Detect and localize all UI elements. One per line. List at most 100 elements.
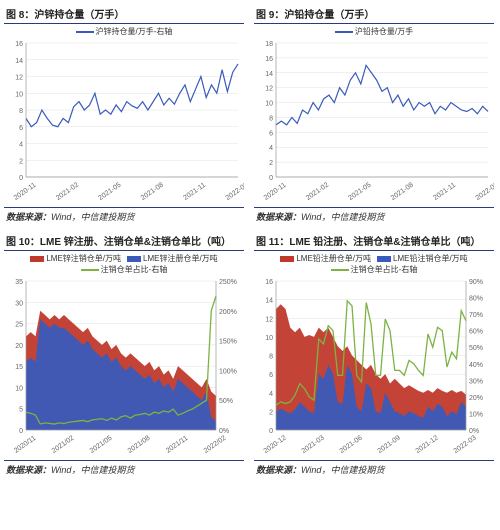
svg-text:2: 2: [269, 410, 273, 417]
svg-text:16: 16: [265, 279, 273, 286]
chart10-title: 图 10：LME 锌注册、注销仓单&注销仓单比（吨）: [4, 231, 244, 251]
panel-chart10: 图 10：LME 锌注册、注销仓单&注销仓单比（吨） LME锌注销仓单/万吨LM…: [4, 231, 244, 482]
svg-text:2021-11: 2021-11: [182, 182, 207, 202]
svg-text:250%: 250%: [219, 279, 237, 286]
svg-text:90%: 90%: [469, 279, 483, 286]
legend-item: 注销仓单占比-右轴: [81, 265, 168, 275]
svg-text:30: 30: [15, 300, 23, 307]
chart9-legend: 沪铅持仓量/万手: [254, 24, 494, 37]
svg-text:2022/02: 2022/02: [203, 435, 228, 455]
legend-label: LME锌注销仓单/万吨: [46, 254, 121, 263]
svg-text:2021-02: 2021-02: [55, 182, 80, 203]
svg-text:4: 4: [19, 142, 23, 149]
chart9-legend-swatch: [335, 31, 353, 33]
svg-text:4: 4: [269, 146, 273, 153]
svg-text:8: 8: [269, 116, 273, 123]
chart8-legend-swatch: [76, 31, 94, 33]
svg-text:50%: 50%: [219, 398, 233, 405]
panel-chart9: 图 9：沪铅持仓量（万手） 沪铅持仓量/万手 02468101214161820…: [254, 4, 494, 229]
legend-swatch: [280, 256, 294, 262]
legend-item: LME锌注册仓单/万吨: [127, 254, 218, 264]
chart8-legend: 沪锌持仓量/万手-右轴: [4, 24, 244, 37]
svg-text:5: 5: [19, 407, 23, 414]
svg-text:20%: 20%: [469, 395, 483, 402]
svg-text:2022-02: 2022-02: [225, 182, 244, 203]
svg-text:0: 0: [269, 428, 273, 435]
chart10-plot: 051015202530350%50%100%150%200%250%2020/…: [4, 275, 244, 460]
legend-swatch: [30, 256, 44, 262]
svg-text:12: 12: [265, 316, 273, 323]
panel-chart11: 图 11：LME 铅注册、注销仓单&注销仓单比（吨） LME铅注册仓单/万吨LM…: [254, 231, 494, 482]
svg-text:14: 14: [265, 71, 273, 78]
svg-text:30%: 30%: [469, 379, 483, 386]
svg-text:2021-08: 2021-08: [390, 182, 415, 203]
svg-text:6: 6: [269, 372, 273, 379]
svg-text:50%: 50%: [469, 345, 483, 352]
chart10-legend: LME锌注销仓单/万吨 LME锌注册仓单/万吨注销仓单占比-右轴: [4, 251, 244, 275]
svg-text:2021/05: 2021/05: [89, 435, 114, 455]
legend-swatch: [81, 269, 99, 271]
legend-item: LME铅注册仓单/万吨: [280, 254, 371, 264]
svg-text:2021-09: 2021-09: [377, 435, 402, 456]
svg-text:2021-08: 2021-08: [140, 182, 165, 203]
chart8-source: 数据来源：Wind，中信建投期货: [4, 207, 244, 229]
chart9-source: 数据来源：Wind，中信建投期货: [254, 207, 494, 229]
svg-text:2021-12: 2021-12: [415, 435, 440, 456]
svg-text:2: 2: [19, 159, 23, 166]
svg-text:12: 12: [265, 86, 273, 93]
svg-text:2022-03: 2022-03: [453, 435, 478, 456]
chart8-legend-label: 沪锌持仓量/万手-右轴: [96, 27, 173, 36]
svg-text:2021/11: 2021/11: [165, 435, 189, 455]
svg-text:2021-11: 2021-11: [432, 182, 457, 202]
chart11-legend: LME铅注册仓单/万吨 LME铅注销仓单/万吨注销仓单占比-右轴: [254, 251, 494, 275]
chart10-source: 数据来源：Wind，中信建投期货: [4, 460, 244, 482]
svg-text:60%: 60%: [469, 329, 483, 336]
svg-text:80%: 80%: [469, 296, 483, 303]
svg-text:25: 25: [15, 322, 23, 329]
svg-text:2022-02: 2022-02: [475, 182, 494, 203]
svg-text:150%: 150%: [219, 339, 237, 346]
legend-item: 注销仓单占比-右轴: [331, 265, 418, 275]
svg-text:100%: 100%: [219, 369, 237, 376]
svg-text:2020-11: 2020-11: [13, 182, 38, 202]
legend-label: LME铅注册仓单/万吨: [296, 254, 371, 263]
svg-text:2020-12: 2020-12: [263, 435, 288, 456]
svg-text:0: 0: [19, 175, 23, 182]
chart11-title: 图 11：LME 铅注册、注销仓单&注销仓单比（吨）: [254, 231, 494, 251]
legend-item: LME铅注销仓单/万吨: [377, 254, 468, 264]
svg-text:0%: 0%: [219, 428, 229, 435]
svg-text:10: 10: [265, 101, 273, 108]
svg-text:8: 8: [19, 108, 23, 115]
svg-text:0%: 0%: [469, 428, 479, 435]
legend-swatch: [377, 256, 391, 262]
svg-text:20: 20: [15, 343, 23, 350]
chart8-title: 图 8：沪锌持仓量（万手）: [4, 4, 244, 24]
svg-text:10: 10: [15, 92, 23, 99]
legend-label: LME铅注销仓单/万吨: [393, 254, 468, 263]
svg-text:2: 2: [269, 161, 273, 168]
svg-text:12: 12: [15, 75, 23, 82]
svg-text:40%: 40%: [469, 362, 483, 369]
legend-label: 注销仓单占比-右轴: [351, 265, 418, 274]
legend-label: 注销仓单占比-右轴: [101, 265, 168, 274]
svg-text:2021/08: 2021/08: [127, 435, 152, 455]
legend-item: LME锌注销仓单/万吨: [30, 254, 121, 264]
svg-text:2021-03: 2021-03: [301, 435, 326, 456]
svg-text:10: 10: [265, 335, 273, 342]
svg-text:0: 0: [269, 175, 273, 182]
svg-text:15: 15: [15, 364, 23, 371]
chart8-plot: 02468101214162020-112021-022021-052021-0…: [4, 37, 244, 207]
svg-text:2020/11: 2020/11: [13, 435, 37, 455]
svg-text:10%: 10%: [469, 412, 483, 419]
svg-text:200%: 200%: [219, 309, 237, 316]
svg-text:70%: 70%: [469, 312, 483, 319]
svg-text:8: 8: [269, 354, 273, 361]
svg-text:35: 35: [15, 279, 23, 286]
svg-text:14: 14: [15, 58, 23, 65]
svg-text:2021-02: 2021-02: [305, 182, 330, 203]
svg-text:2021-05: 2021-05: [347, 182, 372, 203]
svg-text:4: 4: [269, 391, 273, 398]
svg-text:2021/02: 2021/02: [51, 435, 76, 455]
svg-text:2020-11: 2020-11: [263, 182, 288, 202]
svg-text:16: 16: [15, 41, 23, 48]
